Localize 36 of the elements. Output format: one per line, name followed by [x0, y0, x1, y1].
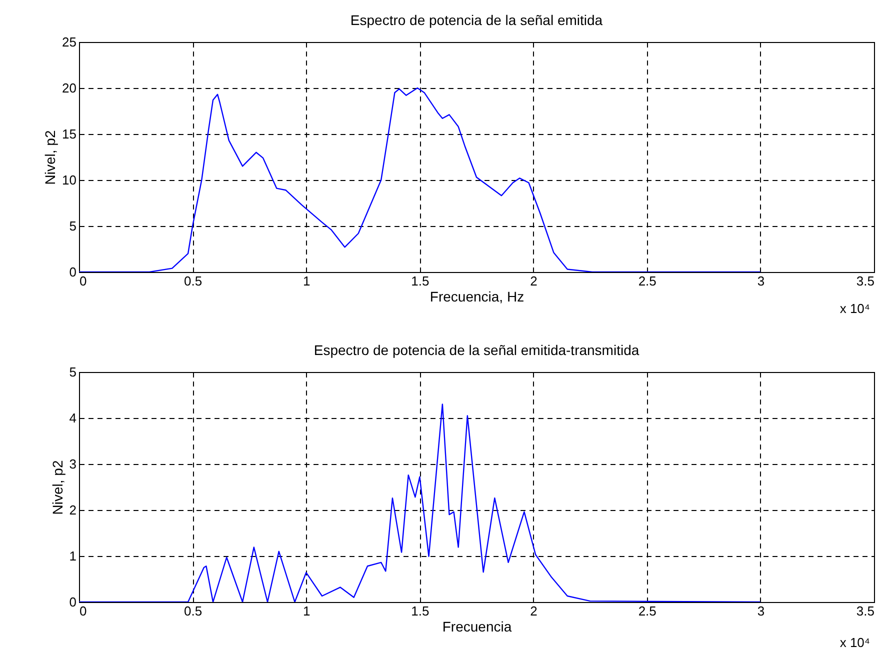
x-tick-label: 0.5	[184, 604, 202, 618]
chart-title: Espectro de potencia de la señal emitida	[350, 12, 603, 28]
chart-title: Espectro de potencia de la señal emitida-transmitida	[314, 342, 640, 358]
y-tick-label: 1	[69, 548, 76, 564]
x-axis-title: Frecuencia	[442, 618, 512, 634]
y-tick-label: 15	[62, 126, 76, 142]
x-tick-label: 1.5	[411, 274, 430, 288]
x-tick-label: 1.5	[411, 604, 430, 618]
x-axis-title: Frecuencia, Hz	[430, 288, 524, 304]
y-axis-title: Nivel, p2	[49, 460, 66, 515]
x-tick-label: 3.5	[856, 604, 874, 618]
y-tick-label: 3	[69, 456, 76, 472]
text: x 10⁴	[840, 301, 870, 316]
y-tick-label: 5	[69, 364, 76, 380]
x-tick-label: 2.5	[638, 604, 656, 618]
text: x 10⁴	[840, 635, 870, 650]
x-tick-label: 0	[80, 604, 87, 618]
x-tick-label: 0.5	[184, 274, 202, 288]
x-tick-label: 1	[303, 604, 310, 618]
x-tick-label: 1	[303, 274, 310, 288]
x-tick-label: 3.5	[856, 274, 874, 288]
y-tick-label: 5	[69, 218, 76, 234]
y-tick-label: 25	[62, 34, 76, 50]
x-tick-label: 2.5	[638, 274, 656, 288]
x-tick-label: 3	[757, 604, 765, 618]
x-tick-label: 2	[530, 274, 538, 288]
y-axis-title: Nivel, p2	[42, 130, 58, 185]
y-tick-label: 20	[62, 80, 76, 96]
y-tick-label: 4	[69, 410, 76, 426]
x-tick-label: 0	[80, 274, 87, 288]
line-series	[79, 404, 762, 602]
y-tick-label: 10	[62, 172, 76, 188]
x-tick-label: 3	[757, 274, 765, 288]
y-tick-label: 2	[69, 502, 76, 518]
x-tick-label: 2	[530, 604, 538, 618]
line-series	[79, 87, 762, 272]
